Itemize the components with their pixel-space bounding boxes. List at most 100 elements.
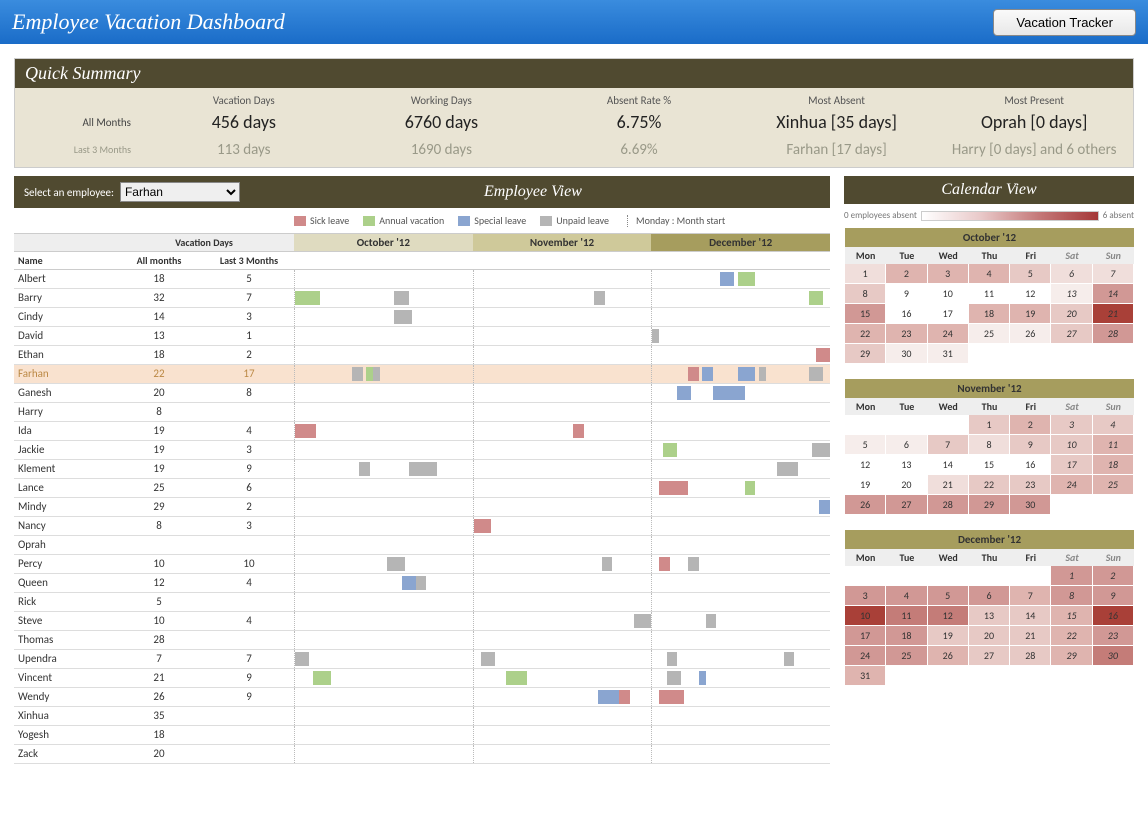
calendar-day[interactable]: 4	[1093, 415, 1134, 435]
employee-row[interactable]: Wendy269	[14, 688, 830, 707]
calendar-day[interactable]: 20	[969, 626, 1010, 646]
calendar-day[interactable]: 15	[969, 455, 1010, 475]
calendar-day[interactable]: 30	[1010, 495, 1051, 515]
employee-row[interactable]: Farhan2217	[14, 365, 830, 384]
calendar-day[interactable]: 28	[928, 495, 969, 515]
calendar-day[interactable]: 3	[845, 586, 886, 606]
calendar-day[interactable]: 6	[1051, 264, 1092, 284]
calendar-day[interactable]: 13	[886, 455, 927, 475]
calendar-day[interactable]: 24	[1051, 475, 1092, 495]
calendar-day[interactable]: 17	[928, 304, 969, 324]
employee-row[interactable]: Ida194	[14, 422, 830, 441]
calendar-day[interactable]: 16	[1093, 606, 1134, 626]
calendar-day[interactable]: 13	[969, 606, 1010, 626]
calendar-day[interactable]: 16	[1010, 455, 1051, 475]
employee-row[interactable]: Nancy83	[14, 517, 830, 536]
calendar-day[interactable]: 29	[1051, 646, 1092, 666]
calendar-day[interactable]: 15	[1051, 606, 1092, 626]
calendar-day[interactable]: 19	[845, 475, 886, 495]
calendar-day[interactable]: 3	[1051, 415, 1092, 435]
employee-row[interactable]: Thomas28	[14, 631, 830, 650]
employee-row[interactable]: Harry8	[14, 403, 830, 422]
calendar-day[interactable]: 8	[845, 284, 886, 304]
calendar-day[interactable]: 28	[1093, 324, 1134, 344]
calendar-day[interactable]: 23	[1010, 475, 1051, 495]
calendar-day[interactable]: 31	[845, 666, 886, 686]
calendar-day[interactable]: 23	[886, 324, 927, 344]
calendar-day[interactable]: 30	[886, 344, 927, 364]
calendar-day[interactable]: 8	[1051, 586, 1092, 606]
calendar-day[interactable]: 19	[1010, 304, 1051, 324]
calendar-day[interactable]: 31	[928, 344, 969, 364]
employee-row[interactable]: David131	[14, 327, 830, 346]
employee-row[interactable]: Steve104	[14, 612, 830, 631]
calendar-day[interactable]: 29	[845, 344, 886, 364]
calendar-day[interactable]: 4	[969, 264, 1010, 284]
calendar-day[interactable]: 2	[1010, 415, 1051, 435]
calendar-day[interactable]: 27	[969, 646, 1010, 666]
calendar-day[interactable]: 26	[1010, 324, 1051, 344]
calendar-day[interactable]: 9	[1093, 586, 1134, 606]
calendar-day[interactable]: 29	[969, 495, 1010, 515]
employee-row[interactable]: Zack20	[14, 745, 830, 764]
calendar-day[interactable]: 12	[928, 606, 969, 626]
employee-row[interactable]: Yogesh18	[14, 726, 830, 745]
calendar-day[interactable]: 21	[928, 475, 969, 495]
calendar-day[interactable]: 15	[845, 304, 886, 324]
employee-row[interactable]: Oprah	[14, 536, 830, 555]
employee-row[interactable]: Klement199	[14, 460, 830, 479]
employee-row[interactable]: Vincent219	[14, 669, 830, 688]
calendar-day[interactable]: 1	[1051, 566, 1092, 586]
calendar-day[interactable]: 17	[845, 626, 886, 646]
employee-row[interactable]: Rick5	[14, 593, 830, 612]
calendar-day[interactable]: 23	[1093, 626, 1134, 646]
calendar-day[interactable]: 27	[886, 495, 927, 515]
calendar-day[interactable]: 2	[1093, 566, 1134, 586]
calendar-day[interactable]: 11	[1093, 435, 1134, 455]
employee-row[interactable]: Cindy143	[14, 308, 830, 327]
employee-row[interactable]: Barry327	[14, 289, 830, 308]
calendar-day[interactable]: 11	[969, 284, 1010, 304]
calendar-day[interactable]: 5	[928, 586, 969, 606]
calendar-day[interactable]: 14	[1010, 606, 1051, 626]
calendar-day[interactable]: 22	[969, 475, 1010, 495]
employee-select[interactable]: AlbertBarryCindyDavidEthanFarhanGaneshHa…	[120, 182, 240, 202]
calendar-day[interactable]: 22	[1051, 626, 1092, 646]
calendar-day[interactable]: 3	[928, 264, 969, 284]
calendar-day[interactable]: 18	[1093, 455, 1134, 475]
employee-row[interactable]: Ethan182	[14, 346, 830, 365]
calendar-day[interactable]: 25	[969, 324, 1010, 344]
calendar-day[interactable]: 24	[845, 646, 886, 666]
calendar-day[interactable]: 21	[1010, 626, 1051, 646]
calendar-day[interactable]: 10	[1051, 435, 1092, 455]
calendar-day[interactable]: 13	[1051, 284, 1092, 304]
employee-row[interactable]: Upendra77	[14, 650, 830, 669]
calendar-day[interactable]: 14	[928, 455, 969, 475]
calendar-day[interactable]: 20	[1051, 304, 1092, 324]
calendar-day[interactable]: 7	[1010, 586, 1051, 606]
calendar-day[interactable]: 6	[886, 435, 927, 455]
employee-row[interactable]: Xinhua35	[14, 707, 830, 726]
calendar-day[interactable]: 4	[886, 586, 927, 606]
calendar-day[interactable]: 1	[969, 415, 1010, 435]
calendar-day[interactable]: 7	[1093, 264, 1134, 284]
calendar-day[interactable]: 27	[1051, 324, 1092, 344]
calendar-day[interactable]: 16	[886, 304, 927, 324]
calendar-day[interactable]: 25	[1093, 475, 1134, 495]
calendar-day[interactable]: 28	[1010, 646, 1051, 666]
calendar-day[interactable]: 11	[886, 606, 927, 626]
calendar-day[interactable]: 14	[1093, 284, 1134, 304]
calendar-day[interactable]: 10	[928, 284, 969, 304]
calendar-day[interactable]: 30	[1093, 646, 1134, 666]
calendar-day[interactable]: 17	[1051, 455, 1092, 475]
employee-row[interactable]: Ganesh208	[14, 384, 830, 403]
calendar-day[interactable]: 9	[1010, 435, 1051, 455]
calendar-day[interactable]: 21	[1093, 304, 1134, 324]
calendar-day[interactable]: 10	[845, 606, 886, 626]
calendar-day[interactable]: 24	[928, 324, 969, 344]
calendar-day[interactable]: 20	[886, 475, 927, 495]
calendar-day[interactable]: 6	[969, 586, 1010, 606]
calendar-day[interactable]: 8	[969, 435, 1010, 455]
calendar-day[interactable]: 12	[845, 455, 886, 475]
calendar-day[interactable]: 7	[928, 435, 969, 455]
